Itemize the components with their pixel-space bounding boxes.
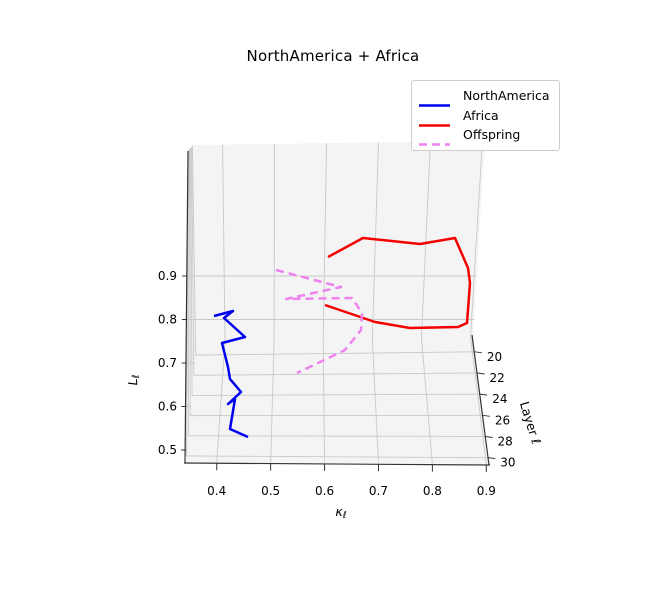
- series-line-northamerica: [213, 309, 249, 439]
- y-tick-label: 26: [495, 413, 510, 427]
- grid-line-floor-x: [270, 339, 275, 463]
- x-tick-label: 0.5: [261, 484, 280, 498]
- chart-title: NorthAmerica + Africa: [246, 47, 420, 65]
- y-tick: [485, 435, 493, 438]
- x-tick-label: 0.9: [477, 484, 496, 498]
- grid-line-wall-x: [420, 141, 431, 338]
- x-tick-label: 0.6: [315, 484, 334, 498]
- z-axis-label: Lℓ: [125, 374, 143, 386]
- grid-line-floor-x: [420, 337, 433, 464]
- grid-line-wall-x: [222, 144, 226, 341]
- grid-line-wall-x: [322, 143, 327, 340]
- y-tick: [474, 351, 482, 354]
- grid-line-floor-x: [216, 340, 226, 463]
- legend-item-northamerica: NorthAmerica: [419, 86, 551, 108]
- x-tick-label: 0.8: [423, 484, 442, 498]
- y-tick-label: 30: [500, 456, 515, 470]
- y-tick: [482, 414, 490, 417]
- y-tick: [488, 457, 496, 460]
- grid-line-wall-x: [470, 141, 483, 338]
- x-tick-label: 0.7: [369, 484, 388, 498]
- y-tick-label: 24: [492, 392, 507, 406]
- grid-line-floor-x: [371, 338, 379, 464]
- legend-line-sample: [419, 113, 450, 127]
- series-line-offspring: [275, 268, 364, 375]
- y-tick: [480, 393, 488, 396]
- legend-item-africa: Africa: [419, 106, 551, 127]
- legend-item-offspring: Offspring: [419, 125, 551, 147]
- pane-back-wall: [193, 141, 485, 341]
- pane-floor: [186, 337, 489, 464]
- x-axis-spine: [183, 462, 491, 466]
- legend-label: Offspring: [463, 127, 521, 143]
- y-tick-label: 28: [498, 434, 513, 448]
- y-axis-spine: [471, 334, 490, 466]
- grid-line-leftwall-y: [190, 147, 193, 396]
- legend-label: NorthAmerica: [463, 88, 550, 104]
- grid-line-leftwall-y: [191, 145, 197, 356]
- legend-label: Africa: [463, 107, 499, 123]
- y-tick: [477, 372, 485, 375]
- z-tick-label: 0.8: [158, 313, 177, 327]
- z-tick-label: 0.9: [158, 269, 177, 283]
- legend: NorthAmerica Africa Offspring: [411, 80, 560, 151]
- grid-line-floor-x: [470, 336, 487, 465]
- z-axis-spine: [184, 150, 189, 464]
- legend-line-sample: [419, 93, 450, 108]
- grid-line-leftwall-y: [187, 149, 190, 436]
- y-tick-label: 20: [487, 350, 502, 364]
- grid-line-floor-y: [192, 393, 481, 396]
- grid-line-floor-y: [188, 435, 486, 437]
- legend-line-sample: [419, 132, 450, 147]
- z-tick-label: 0.6: [158, 400, 177, 414]
- y-axis-label: Layer ℓ: [517, 400, 544, 446]
- x-axis-label: κℓ: [335, 504, 346, 521]
- grid-line-floor-y: [193, 372, 478, 376]
- grid-line-floor-y: [186, 455, 489, 459]
- grid-line-leftwall-y: [191, 146, 195, 376]
- z-tick-label: 0.7: [158, 356, 177, 370]
- z-tick-label: 0.5: [158, 443, 177, 457]
- series-line-africa: [324, 236, 472, 330]
- y-tick-label: 22: [490, 371, 505, 385]
- x-tick-label: 0.4: [207, 484, 226, 498]
